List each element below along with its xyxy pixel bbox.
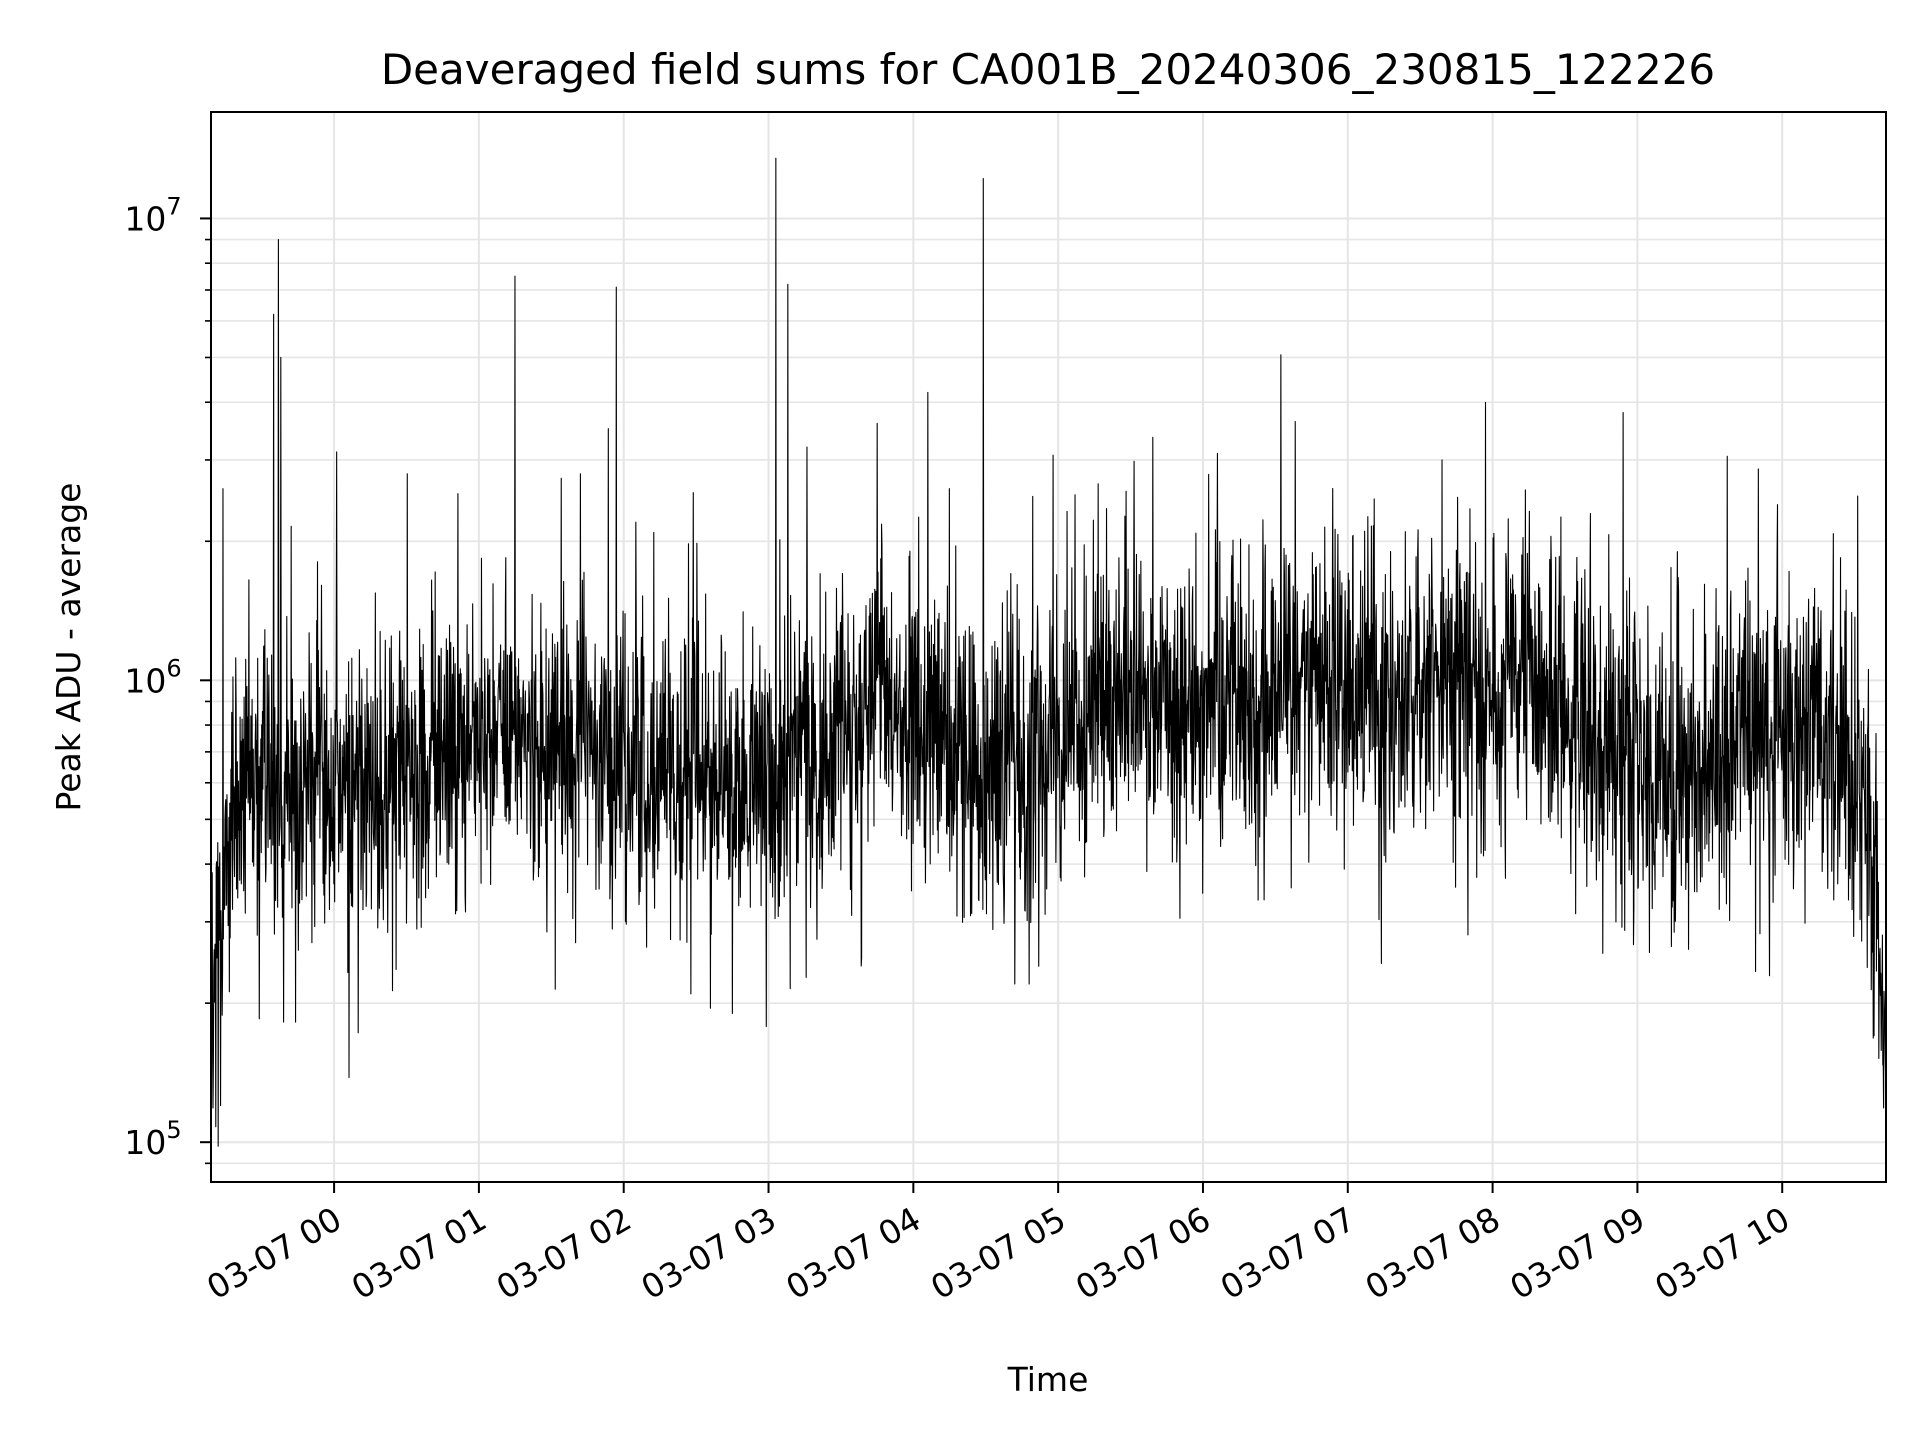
- y-axis-label: Peak ADU - average: [49, 483, 88, 812]
- x-tick-label: 03-07 03: [635, 1199, 783, 1307]
- plot-frame: [210, 111, 1887, 1183]
- x-tick-label: 03-07 00: [200, 1199, 348, 1307]
- x-tick-label: 03-07 01: [345, 1199, 493, 1307]
- y-tick-label: 106: [124, 654, 181, 700]
- plot-area: [211, 157, 1886, 1147]
- x-tick-label: 03-07 06: [1069, 1199, 1217, 1307]
- x-tick-label: 03-07 07: [1214, 1199, 1362, 1307]
- x-tick-label: 03-07 02: [490, 1199, 638, 1307]
- series-line: [211, 157, 1886, 1147]
- y-tick-label: 107: [124, 192, 181, 238]
- chart-title: Deaveraged field sums for CA001B_2024030…: [381, 45, 1715, 94]
- x-tick-label: 03-07 09: [1503, 1199, 1651, 1307]
- x-tick-label: 03-07 10: [1648, 1199, 1796, 1307]
- x-axis-label: Time: [1007, 1360, 1089, 1399]
- y-tick-label: 105: [124, 1116, 181, 1162]
- y-axis: 105 106 107: [124, 192, 211, 1165]
- x-tick-label: 03-07 04: [779, 1199, 927, 1307]
- x-tick-label: 03-07 05: [924, 1199, 1072, 1307]
- x-tick-label: 03-07 08: [1359, 1199, 1507, 1307]
